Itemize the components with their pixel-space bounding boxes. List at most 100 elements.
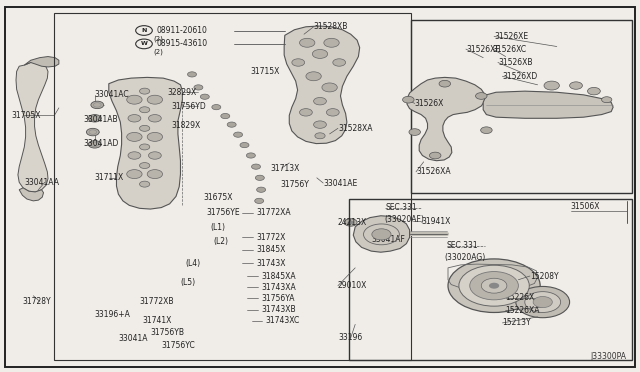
Circle shape — [128, 115, 141, 122]
Text: 29010X: 29010X — [338, 281, 367, 290]
Text: 33196: 33196 — [338, 333, 362, 342]
Circle shape — [147, 95, 163, 104]
Circle shape — [324, 38, 339, 47]
Text: 33196+A: 33196+A — [95, 310, 131, 319]
Text: 31829X: 31829X — [172, 121, 201, 130]
Text: (2): (2) — [154, 49, 163, 55]
Polygon shape — [19, 188, 44, 201]
Circle shape — [140, 107, 150, 113]
Text: 31756YD: 31756YD — [172, 102, 206, 110]
Text: 31845XA: 31845XA — [261, 272, 296, 280]
Circle shape — [246, 153, 255, 158]
Text: 31728Y: 31728Y — [22, 297, 51, 306]
Text: 31756YB: 31756YB — [150, 328, 184, 337]
Text: (L1): (L1) — [210, 223, 225, 232]
Circle shape — [300, 38, 315, 47]
Circle shape — [88, 141, 101, 148]
Circle shape — [326, 109, 339, 116]
Circle shape — [314, 121, 326, 128]
Text: (2): (2) — [154, 36, 163, 42]
Circle shape — [448, 259, 540, 312]
Circle shape — [148, 152, 161, 159]
Circle shape — [439, 80, 451, 87]
Circle shape — [602, 97, 612, 103]
Text: 31756YA: 31756YA — [261, 294, 294, 303]
Circle shape — [91, 101, 104, 109]
Text: 31756Y: 31756Y — [280, 180, 309, 189]
Text: 08915-43610: 08915-43610 — [157, 39, 208, 48]
Circle shape — [227, 122, 236, 127]
Circle shape — [348, 221, 354, 224]
Circle shape — [588, 87, 600, 95]
Circle shape — [252, 164, 260, 169]
Text: 31743XC: 31743XC — [266, 316, 300, 325]
Circle shape — [86, 128, 99, 136]
Bar — [54, 13, 411, 360]
Text: 31772XB: 31772XB — [140, 297, 174, 306]
Polygon shape — [16, 62, 48, 192]
Circle shape — [140, 181, 150, 187]
Circle shape — [147, 132, 163, 141]
Text: (33020AG): (33020AG) — [445, 253, 486, 262]
Circle shape — [240, 142, 249, 148]
Circle shape — [344, 219, 357, 226]
Circle shape — [140, 144, 150, 150]
Circle shape — [306, 72, 321, 81]
Text: 31741X: 31741X — [142, 316, 172, 325]
Text: 08911-20610: 08911-20610 — [157, 26, 207, 35]
Circle shape — [312, 49, 328, 58]
Circle shape — [429, 152, 441, 159]
Text: 32829X: 32829X — [168, 88, 197, 97]
Polygon shape — [407, 77, 485, 161]
Text: 31705X: 31705X — [12, 111, 41, 120]
Text: (L2): (L2) — [214, 237, 228, 246]
Text: 31675X: 31675X — [204, 193, 233, 202]
Circle shape — [300, 109, 312, 116]
Circle shape — [516, 286, 570, 318]
Text: (33020AF): (33020AF) — [384, 215, 424, 224]
Text: 31756YE: 31756YE — [206, 208, 240, 217]
Circle shape — [200, 94, 209, 99]
Circle shape — [525, 292, 561, 312]
Circle shape — [255, 198, 264, 203]
Text: 31526XF: 31526XF — [466, 45, 500, 54]
Circle shape — [140, 125, 150, 131]
Circle shape — [544, 81, 559, 90]
Circle shape — [570, 82, 582, 89]
Text: N: N — [141, 28, 147, 33]
Circle shape — [315, 133, 325, 139]
Text: (L5): (L5) — [180, 278, 196, 287]
Circle shape — [409, 129, 420, 135]
Text: 31743X: 31743X — [256, 259, 285, 268]
Circle shape — [459, 265, 529, 306]
Text: 31713X: 31713X — [270, 164, 300, 173]
Text: 31528XB: 31528XB — [314, 22, 348, 31]
Circle shape — [489, 283, 499, 289]
Text: 33041AD: 33041AD — [83, 139, 118, 148]
Circle shape — [147, 170, 163, 179]
Circle shape — [533, 296, 552, 308]
Circle shape — [372, 229, 391, 240]
Text: 31526XD: 31526XD — [502, 72, 538, 81]
Circle shape — [148, 115, 161, 122]
Circle shape — [140, 163, 150, 169]
Circle shape — [127, 170, 142, 179]
Text: J33300PA: J33300PA — [590, 352, 626, 361]
Circle shape — [127, 95, 142, 104]
Text: SEC.331: SEC.331 — [385, 203, 417, 212]
Polygon shape — [109, 77, 182, 209]
Text: 31526XB: 31526XB — [498, 58, 532, 67]
Text: (L4): (L4) — [186, 259, 201, 268]
Circle shape — [234, 132, 243, 137]
Text: 31743XB: 31743XB — [261, 305, 296, 314]
Circle shape — [194, 85, 203, 90]
Text: 15226X: 15226X — [506, 293, 535, 302]
Circle shape — [88, 115, 101, 122]
Bar — [349, 199, 632, 360]
Circle shape — [481, 127, 492, 134]
Circle shape — [292, 59, 305, 66]
Text: 33041AC: 33041AC — [95, 90, 129, 99]
Text: 31526XA: 31526XA — [416, 167, 451, 176]
Text: 15226XA: 15226XA — [506, 306, 540, 315]
Text: 31526X: 31526X — [415, 99, 444, 108]
